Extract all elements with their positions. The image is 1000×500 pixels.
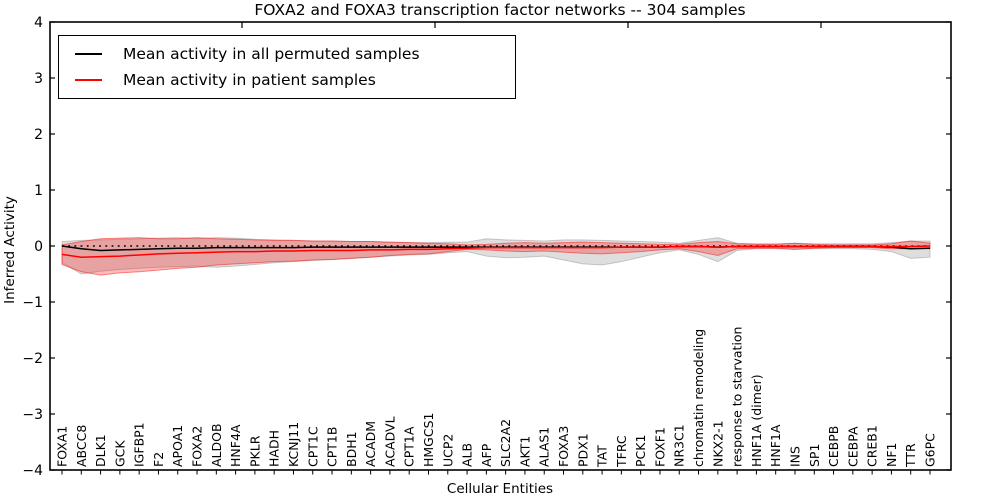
x-tick-label: AFP: [479, 443, 494, 467]
x-tick-label: APOA1: [170, 425, 185, 467]
patient-line-swatch: [75, 79, 102, 81]
legend-entry-patient: Mean activity in patient samples: [59, 67, 515, 93]
y-tick-label: −4: [22, 463, 43, 479]
y-axis-label: Inferred Activity: [2, 196, 18, 304]
x-tick-label: TTR: [903, 443, 918, 468]
y-tick-label: 3: [34, 71, 43, 87]
x-tick-label: NKX2-1: [710, 420, 725, 467]
x-tick-label: ALAS1: [537, 427, 552, 467]
legend: Mean activity in all permuted samples Me…: [58, 35, 516, 99]
x-tick-label: HNF4A: [228, 424, 243, 467]
x-tick-label: GCK: [112, 440, 127, 467]
x-tick-label: CREB1: [865, 425, 880, 467]
x-tick-label: FOXA2: [190, 426, 205, 467]
x-tick-label: NF1: [884, 443, 899, 468]
x-tick-label: FOXA1: [55, 426, 70, 467]
patient-mean-line: [61, 245, 931, 258]
x-tick-label: KCNJ11: [286, 422, 301, 467]
plot-area: −4 −3 −2 −1 0 1 2 3 4 FOXA1 ABCC8 DLK1 GCK IGFBP1 F2 AP…: [22, 15, 952, 479]
x-tick-label: IGFBP1: [132, 422, 147, 467]
x-tick-label: PKLR: [247, 435, 262, 467]
x-tick-label: FOXF1: [652, 427, 667, 467]
x-tick-label: chromatin remodeling: [691, 329, 706, 467]
x-tick-label: TFRC: [614, 435, 629, 468]
x-tick-label: CEBPA: [845, 426, 860, 467]
x-tick-label: PDX1: [575, 433, 590, 467]
x-tick-label: TAT: [595, 445, 610, 468]
x-tick-label: HNF1A (dimer): [749, 374, 764, 467]
x-tick-label: CPT1C: [305, 426, 320, 467]
y-tick-label: −1: [22, 295, 43, 311]
x-tick-label: NR3C1: [672, 424, 687, 467]
x-tick-label: ACADM: [363, 421, 378, 467]
x-tick-label: response to starvation: [730, 327, 745, 468]
y-tick-label: 4: [34, 15, 43, 31]
y-tick-label: 0: [34, 239, 43, 255]
x-tick-label: CPT1A: [402, 426, 417, 467]
x-tick-label: HADH: [267, 430, 282, 467]
legend-label-patient: Mean activity in patient samples: [123, 71, 376, 89]
x-tick-label: ACADVL: [382, 416, 397, 467]
x-tick-label: SP1: [807, 444, 822, 467]
x-tick-label: HMGCS1: [421, 413, 436, 468]
x-tick-label: CEBPB: [826, 426, 841, 467]
x-tick-label: BDH1: [344, 431, 359, 467]
y-tick-label: 2: [34, 127, 43, 143]
x-tick-label: FOXA3: [556, 426, 571, 467]
x-tick-label: PCK1: [633, 435, 648, 467]
y-tick-label: −2: [22, 351, 43, 367]
x-tick-label: ALDOB: [209, 423, 224, 467]
x-tick-label: DLK1: [93, 434, 108, 467]
x-tick-label: UCP2: [440, 434, 455, 467]
y-tick-label: −3: [22, 407, 43, 423]
x-tick-label: F2: [151, 452, 166, 467]
x-tick-label: AKT1: [517, 436, 532, 467]
legend-label-permuted: Mean activity in all permuted samples: [123, 45, 420, 63]
y-tick-label: 1: [34, 183, 43, 199]
x-tick-label: ALB: [460, 443, 475, 467]
x-tick-label: ABCC8: [74, 425, 89, 467]
x-tick-label: HNF1A: [768, 424, 783, 467]
chart-title: FOXA2 and FOXA3 transcription factor net…: [254, 1, 745, 19]
permuted-line-swatch: [75, 53, 102, 55]
x-tick-label: INS: [787, 446, 802, 467]
legend-entry-permuted: Mean activity in all permuted samples: [59, 41, 515, 67]
x-tick-label: G6PC: [923, 433, 938, 467]
x-axis-label: Cellular Entities: [447, 481, 553, 497]
x-tick-label: SLC2A2: [498, 419, 513, 467]
x-tick-label: CPT1B: [325, 427, 340, 467]
